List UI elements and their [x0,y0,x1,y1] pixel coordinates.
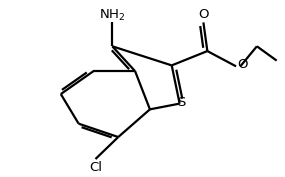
Text: Cl: Cl [89,161,102,174]
Text: O: O [198,8,209,21]
Text: O: O [237,58,248,71]
Text: S: S [177,96,185,109]
Text: NH$_2$: NH$_2$ [99,8,125,23]
